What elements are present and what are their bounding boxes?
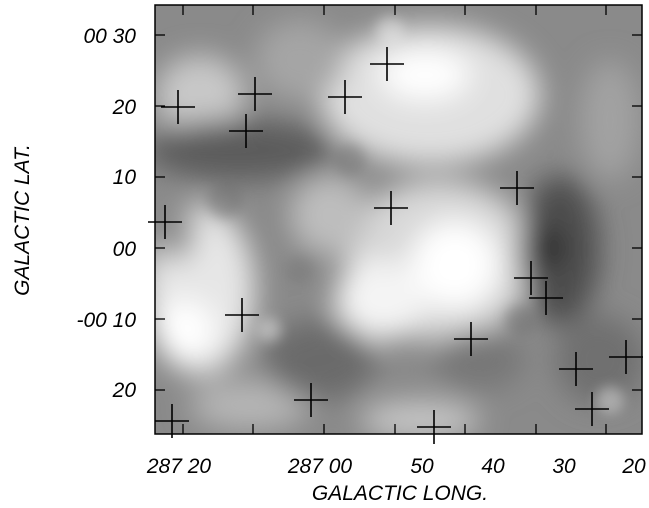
y-tick-label: 20	[112, 96, 137, 119]
x-tick-label: 30	[552, 455, 576, 478]
y-tick-label: 00	[113, 238, 137, 261]
x-tick-label: 40	[481, 455, 505, 478]
source-marker	[229, 114, 263, 148]
y-tick-label: 10	[113, 166, 137, 189]
source-marker	[225, 298, 259, 332]
axis-ticks	[155, 5, 642, 434]
source-markers	[148, 47, 643, 444]
source-marker	[238, 77, 272, 111]
source-marker	[500, 171, 534, 205]
source-marker	[161, 90, 195, 124]
source-marker	[559, 352, 593, 386]
source-marker	[148, 205, 182, 239]
source-marker	[155, 404, 189, 438]
grayscale-map	[155, 5, 642, 434]
x-tick-label: 20	[621, 455, 646, 478]
source-marker	[417, 410, 451, 444]
x-axis-title: GALACTIC LONG.	[312, 482, 488, 505]
y-tick-label: 00 30	[83, 25, 136, 48]
plot-frame	[154, 4, 643, 435]
source-marker	[514, 261, 548, 295]
source-marker	[370, 47, 404, 81]
source-marker	[575, 392, 609, 426]
x-tick-label: 50	[410, 455, 434, 478]
source-marker	[609, 340, 643, 374]
y-tick-label: -00 10	[76, 309, 136, 332]
x-tick-label: 287 20	[146, 455, 212, 478]
y-axis-title: GALACTIC LAT.	[11, 144, 34, 296]
source-marker	[454, 322, 488, 356]
source-marker	[529, 281, 563, 315]
source-marker	[328, 80, 362, 114]
source-marker	[374, 191, 408, 225]
y-tick-label: 20	[112, 379, 137, 402]
x-tick-label: 287 00	[287, 455, 353, 478]
source-marker	[294, 383, 328, 417]
